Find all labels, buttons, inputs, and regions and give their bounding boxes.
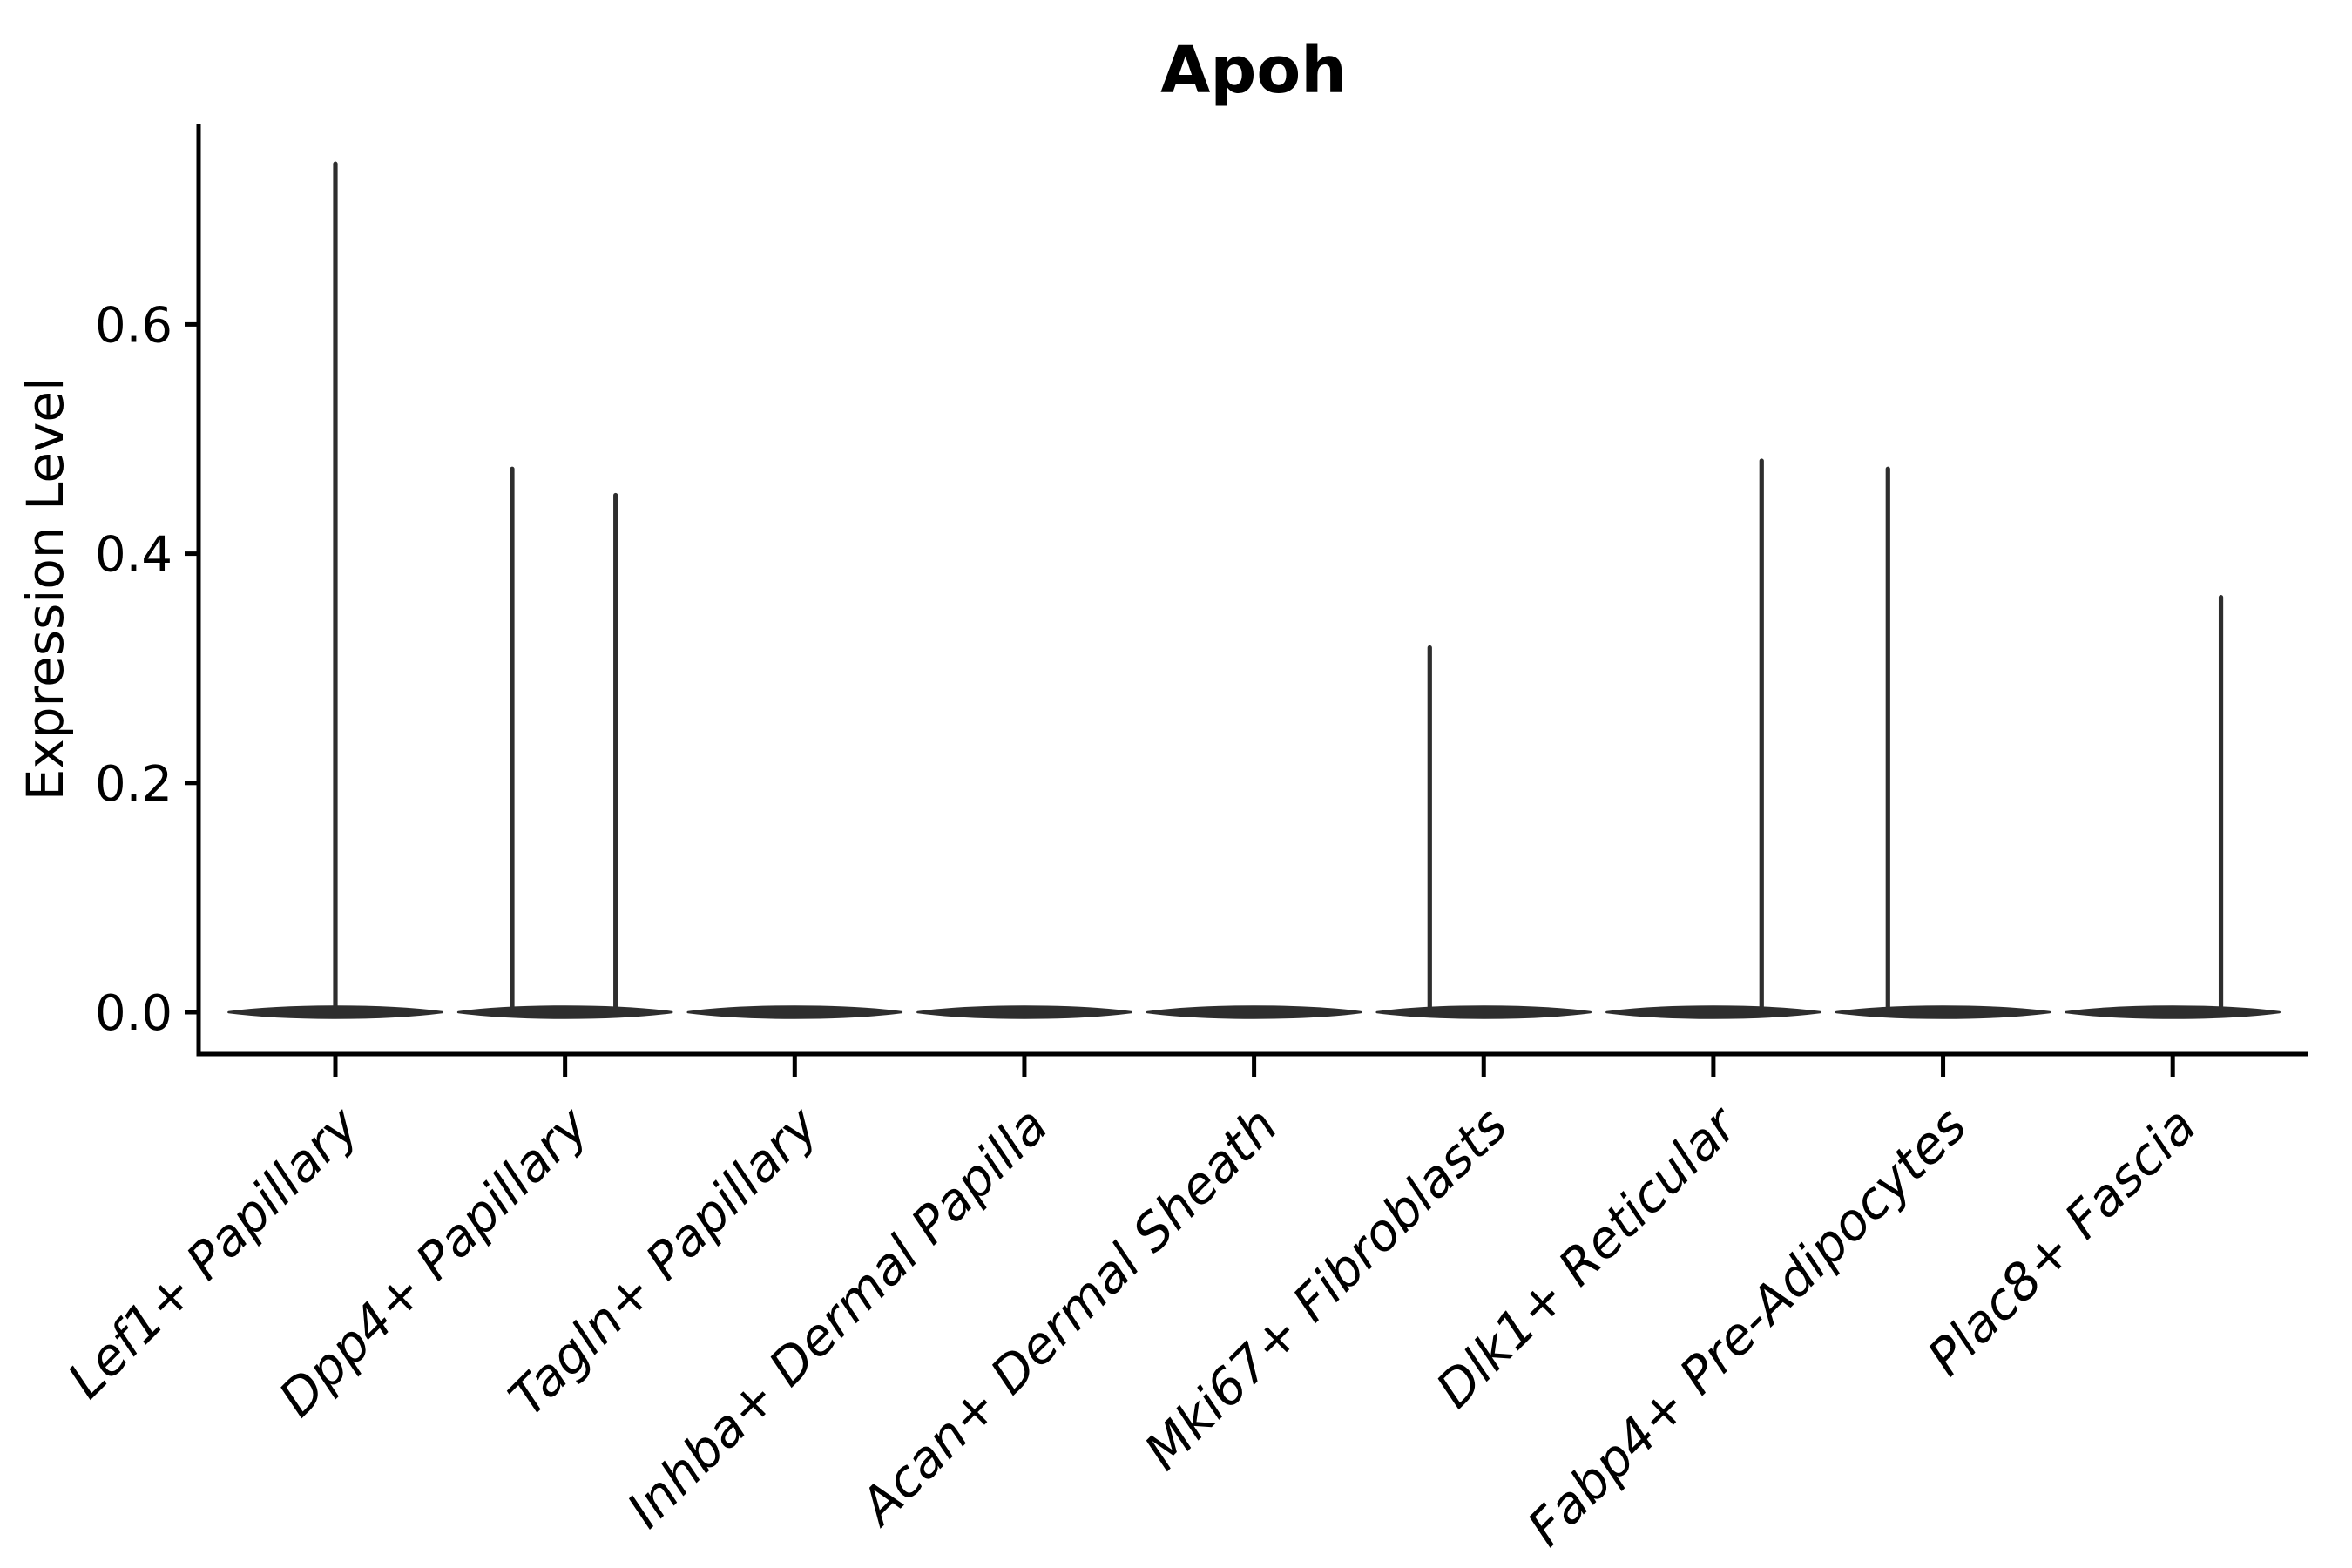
violins — [227, 161, 2281, 1019]
plot-title: Apoh — [1160, 33, 1347, 108]
violin-body — [456, 1005, 673, 1019]
violin-body — [1835, 1005, 2051, 1019]
y-axis-ticks: 0.0 0.2 0.4 0.6 — [95, 297, 197, 1042]
violin — [227, 161, 443, 1019]
violin-body — [227, 1005, 443, 1019]
y-tick-label: 0.0 — [95, 985, 172, 1042]
violin — [1835, 466, 2051, 1019]
violin — [916, 1005, 1132, 1019]
violin — [456, 466, 673, 1019]
violin — [2065, 595, 2281, 1019]
violin-body — [1146, 1005, 1362, 1019]
violin-body — [686, 1005, 903, 1019]
violin — [1605, 458, 1821, 1019]
violin — [686, 1005, 903, 1019]
violin — [1146, 1005, 1362, 1019]
violin-body — [1375, 1005, 1592, 1019]
violin — [1375, 645, 1592, 1019]
violin-body — [2065, 1005, 2281, 1019]
y-tick-label: 0.6 — [95, 297, 172, 354]
violin-body — [916, 1005, 1132, 1019]
violin-body — [1605, 1005, 1821, 1019]
y-axis-label: Expression Level — [16, 377, 75, 801]
y-tick-label: 0.4 — [95, 527, 172, 584]
y-tick-label: 0.2 — [95, 756, 172, 813]
